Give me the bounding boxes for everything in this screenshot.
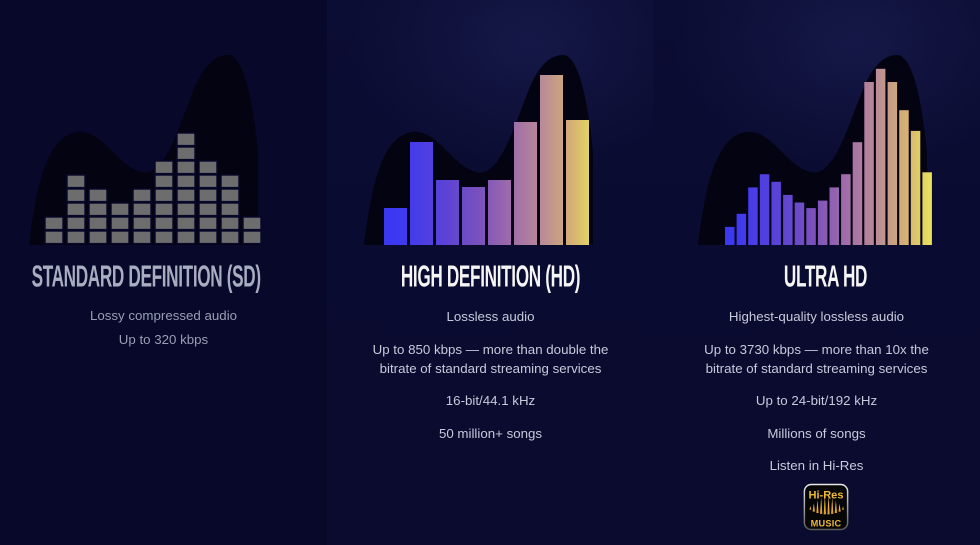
svg-text:MUSIC: MUSIC (811, 518, 842, 528)
svg-text:Hi-Res: Hi-Res (809, 489, 844, 501)
